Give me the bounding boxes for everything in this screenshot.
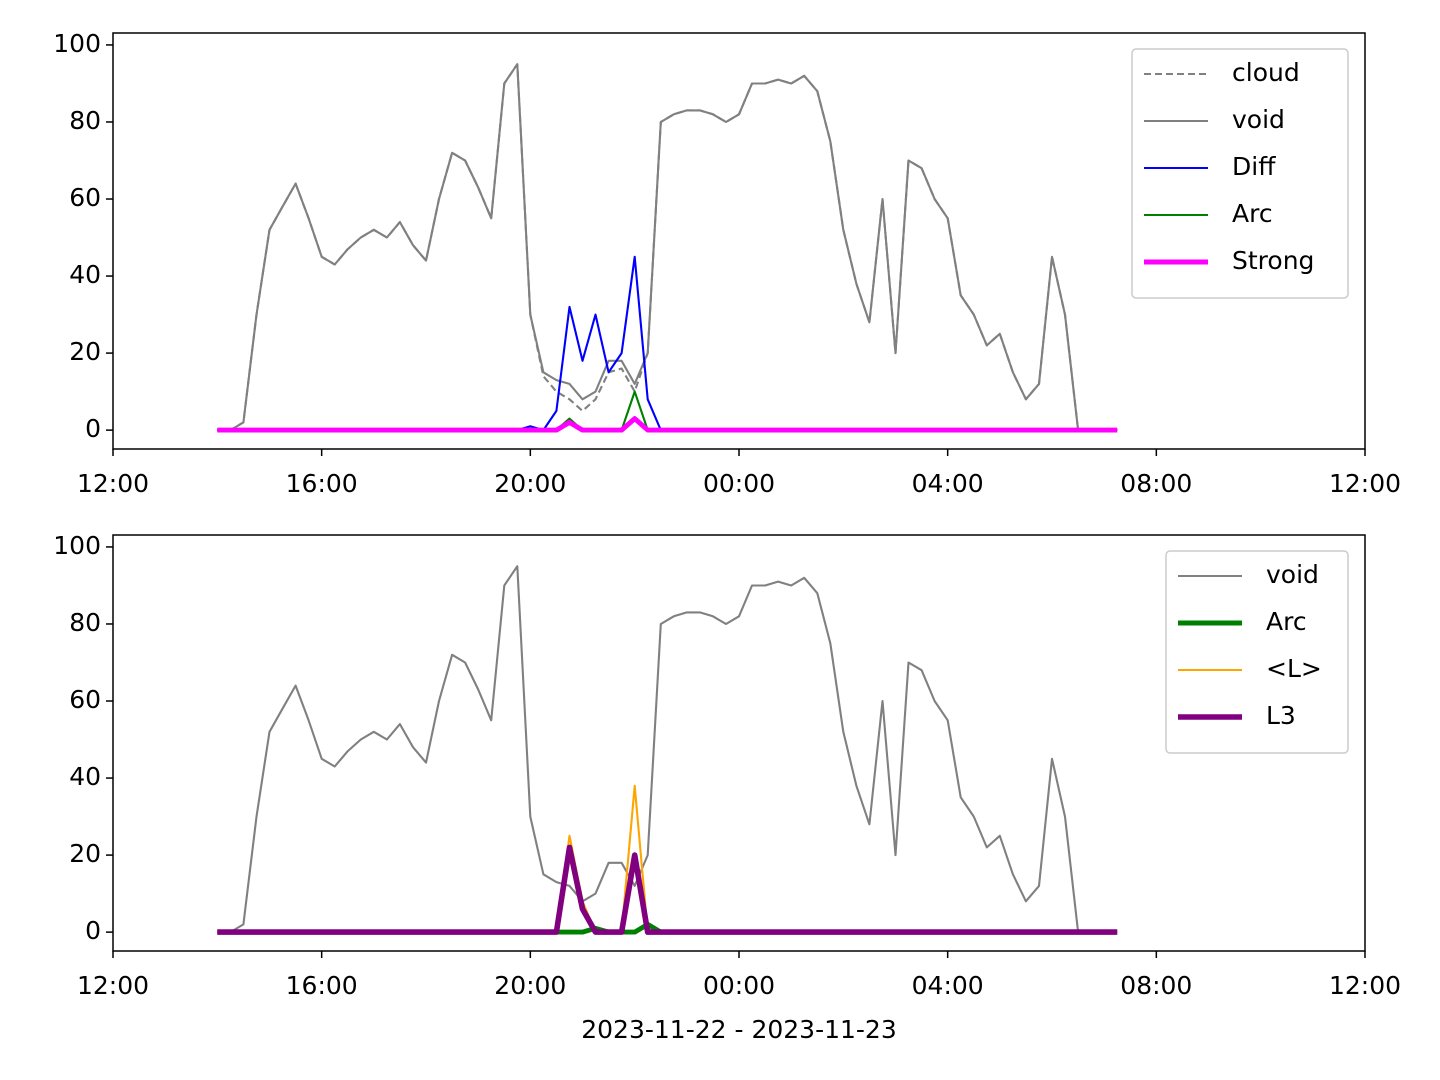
series-line: [217, 416, 1118, 433]
series-line: [217, 390, 1118, 432]
legend-label: L3: [1266, 701, 1296, 730]
y-tick-label: 40: [69, 762, 101, 791]
y-tick-label: 80: [69, 608, 101, 637]
x-tick-label: 08:00: [1120, 469, 1192, 498]
y-tick-label: 100: [53, 531, 101, 560]
legend: cloud void Diff Arc Strong: [1131, 48, 1349, 299]
x-tick-label: 16:00: [286, 971, 358, 1000]
x-axis-label: 2023-11-22 - 2023-11-23: [581, 1015, 897, 1044]
x-tick-label: 08:00: [1120, 971, 1192, 1000]
legend-label: void: [1266, 560, 1319, 589]
x-tick-label: 00:00: [703, 971, 775, 1000]
legend-label: Diff: [1232, 152, 1276, 181]
legend-label: Arc: [1232, 199, 1273, 228]
series-line: [217, 63, 1118, 432]
x-tick-label: 00:00: [703, 469, 775, 498]
y-tick-label: 20: [69, 839, 101, 868]
x-tick-label: 12:00: [77, 971, 149, 1000]
y-tick-label: 100: [53, 29, 101, 58]
x-tick-label: 04:00: [912, 469, 984, 498]
series-line: [217, 784, 1118, 934]
x-tick-label: 12:00: [1329, 469, 1401, 498]
x-tick-label: 16:00: [286, 469, 358, 498]
legend-label: <L>: [1266, 654, 1322, 683]
x-tick-label: 12:00: [1329, 971, 1401, 1000]
series-line: [217, 565, 1118, 934]
legend-box: [1131, 48, 1349, 299]
y-tick-label: 80: [69, 106, 101, 135]
series-line: [217, 844, 1118, 935]
legend-label: void: [1232, 105, 1285, 134]
legend-label: Arc: [1266, 607, 1307, 636]
x-tick-label: 04:00: [912, 971, 984, 1000]
legend-label: cloud: [1232, 58, 1300, 87]
legend-box: [1165, 550, 1349, 754]
y-tick-label: 40: [69, 260, 101, 289]
y-tick-label: 60: [69, 685, 101, 714]
axes: 0 20 40 60 80 100 12:00 16:00 20:00 00:00 04:00 08:…: [53, 531, 1401, 1000]
x-tick-label: 20:00: [494, 971, 566, 1000]
y-tick-label: 0: [85, 916, 101, 945]
y-tick-label: 0: [85, 414, 101, 443]
y-tick-label: 60: [69, 183, 101, 212]
x-tick-label: 20:00: [494, 469, 566, 498]
axes: 0 20 40 60 80 100 12:00 16:00 20:00 00:00 04:00 08:…: [53, 29, 1401, 498]
y-tick-label: 20: [69, 337, 101, 366]
series-line: [217, 255, 1118, 432]
legend: void Arc <L> L3: [1165, 550, 1349, 754]
plot-frame: [112, 534, 1366, 952]
plot-frame: [112, 32, 1366, 450]
legend-label: Strong: [1232, 246, 1314, 275]
x-tick-label: 12:00: [77, 469, 149, 498]
